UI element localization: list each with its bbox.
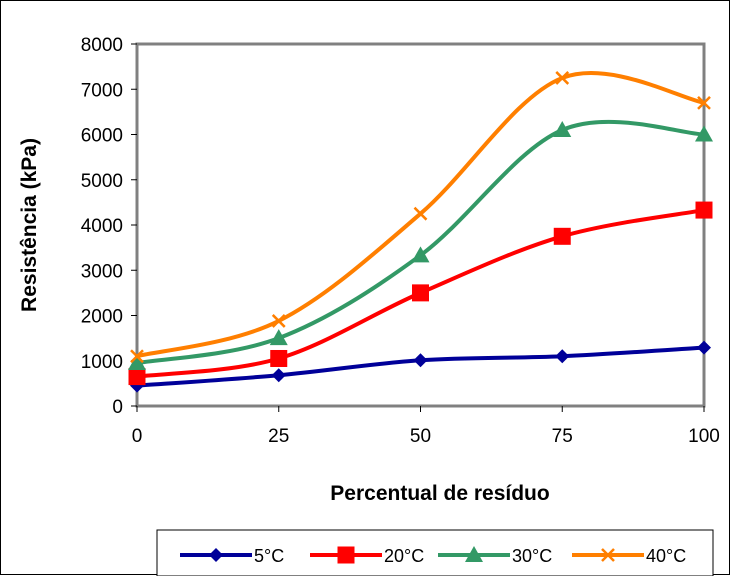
data-point — [130, 349, 144, 364]
data-point — [269, 329, 288, 346]
data-point — [697, 95, 711, 110]
series-3 — [128, 119, 713, 371]
legend-label: 5°C — [254, 546, 284, 566]
y-tick-label: 7000 — [81, 80, 123, 101]
x-axis-label: Percentual de resíduo — [330, 482, 549, 505]
legend-marker — [601, 548, 615, 562]
y-tick-label: 6000 — [81, 126, 123, 147]
data-point — [413, 353, 428, 368]
data-point — [695, 201, 713, 219]
data-point — [271, 314, 286, 328]
data-point — [128, 354, 146, 371]
x-tick-label: 50 — [410, 426, 431, 447]
y-tick-label: 5000 — [81, 171, 123, 192]
x-tick-label: 75 — [552, 426, 573, 447]
series-layer — [128, 71, 713, 393]
y-tick-label: 3000 — [81, 261, 123, 282]
data-point — [695, 125, 713, 142]
series-2 — [128, 201, 713, 386]
legend-item: 20°C — [310, 546, 424, 566]
legend-label: 20°C — [384, 546, 424, 566]
data-point — [128, 368, 146, 386]
legend-item: 40°C — [572, 546, 686, 566]
data-point — [413, 206, 428, 221]
data-point — [412, 284, 429, 302]
legend-label: 40°C — [646, 546, 686, 566]
y-axis-ticks: 0 1000 2000 3000 4000 5000 6000 7000 8000 — [81, 35, 137, 418]
x-axis-ticks: 0 25 50 75 100 — [132, 406, 720, 447]
data-point — [270, 349, 288, 367]
legend-item: 5°C — [180, 546, 284, 566]
y-tick-label: 0 — [112, 397, 123, 418]
x-tick-label: 0 — [132, 426, 143, 447]
y-tick-label: 8000 — [81, 35, 123, 56]
legend-marker — [209, 548, 223, 562]
data-point — [697, 340, 711, 355]
y-tick-label: 4000 — [81, 216, 123, 237]
legend-item: 30°C — [438, 546, 552, 566]
data-point — [555, 349, 570, 364]
series-4 — [130, 71, 711, 364]
x-tick-label: 25 — [268, 426, 289, 447]
y-tick-label: 1000 — [81, 352, 123, 373]
legend: 5°C 20°C 30°C 40°C — [180, 546, 686, 566]
legend-marker — [465, 546, 483, 562]
legend-label: 30°C — [512, 546, 552, 566]
data-point — [553, 120, 572, 137]
y-tick-label: 2000 — [81, 307, 123, 328]
data-point — [411, 246, 430, 263]
data-point — [553, 227, 571, 245]
legend-marker — [337, 546, 355, 564]
y-axis-label: Resistência (kPa) — [18, 138, 41, 312]
x-tick-label: 100 — [688, 426, 720, 447]
data-point — [271, 368, 286, 383]
data-point — [555, 71, 570, 85]
